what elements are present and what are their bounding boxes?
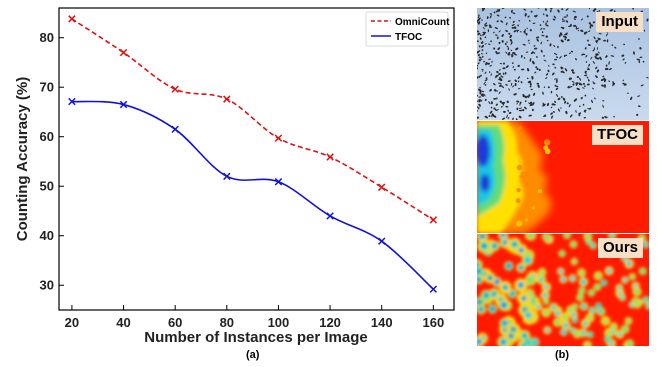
tfoc-density-map (477, 121, 649, 233)
legend: OmniCount TFOC (365, 11, 450, 47)
data-point-omnicount (429, 216, 438, 224)
plot-frame (58, 7, 455, 311)
x-tick-label: 160 (422, 315, 444, 330)
data-point-omnicount (377, 183, 386, 191)
x-tick-label: 120 (319, 315, 341, 330)
y-tick-label: 80 (40, 30, 54, 45)
y-tick-label: 30 (40, 278, 54, 293)
data-point-tfoc (171, 125, 179, 134)
legend-label-tfoc: TFOC (395, 32, 422, 43)
data-point-omnicount (326, 153, 334, 161)
x-tick-label: 140 (371, 315, 393, 330)
y-tick-label: 70 (40, 80, 54, 95)
data-point-tfoc (377, 237, 386, 245)
legend-label-omnicount: OmniCount (395, 17, 450, 28)
data-point-omnicount (68, 15, 76, 23)
series-line-omnicount (71, 18, 434, 221)
panel-label-input: Input (596, 12, 643, 32)
data-point-omnicount (119, 48, 128, 57)
data-point-tfoc (274, 178, 283, 186)
data-point-omnicount (223, 95, 231, 103)
y-axis-label: Counting Accuracy (%) (14, 77, 31, 241)
data-point-tfoc (68, 97, 76, 106)
y-tick-label: 50 (40, 179, 54, 194)
input-image-panel: Input (477, 8, 649, 120)
series-layer (68, 15, 438, 293)
x-tick-label: 20 (65, 315, 79, 330)
x-tick-label: 60 (168, 315, 182, 330)
y-tick-label: 40 (40, 228, 54, 243)
x-tick-label: 40 (116, 315, 130, 330)
data-point-omnicount (274, 134, 283, 142)
y-axis: 30 40 50 60 70 80 (40, 30, 64, 293)
y-tick-label: 60 (40, 129, 54, 144)
data-point-tfoc (326, 212, 334, 220)
ours-density-panel: Ours (477, 234, 649, 346)
tfoc-density-panel: TFOC (477, 121, 649, 233)
data-point-tfoc (429, 285, 438, 293)
x-tick-label: 100 (268, 315, 290, 330)
x-axis: 20 40 60 80 100 120 140 160 (65, 305, 444, 330)
ours-density-map (477, 234, 649, 346)
panel-label-ours: Ours (597, 238, 643, 258)
accuracy-chart: 30 40 50 60 70 80 20 40 60 80 100 120 140 160 OmniCo… (14, 7, 455, 345)
series-line-tfoc (71, 100, 434, 290)
x-tick-label: 80 (220, 315, 234, 330)
caption-b: (b) (555, 349, 570, 361)
data-point-tfoc (119, 100, 128, 109)
x-axis-label: Number of Instances per Image (144, 329, 367, 345)
caption-a: (a) (246, 349, 260, 361)
data-point-tfoc (223, 172, 231, 181)
data-point-omnicount (171, 85, 179, 93)
panel-label-tfoc: TFOC (592, 125, 643, 145)
